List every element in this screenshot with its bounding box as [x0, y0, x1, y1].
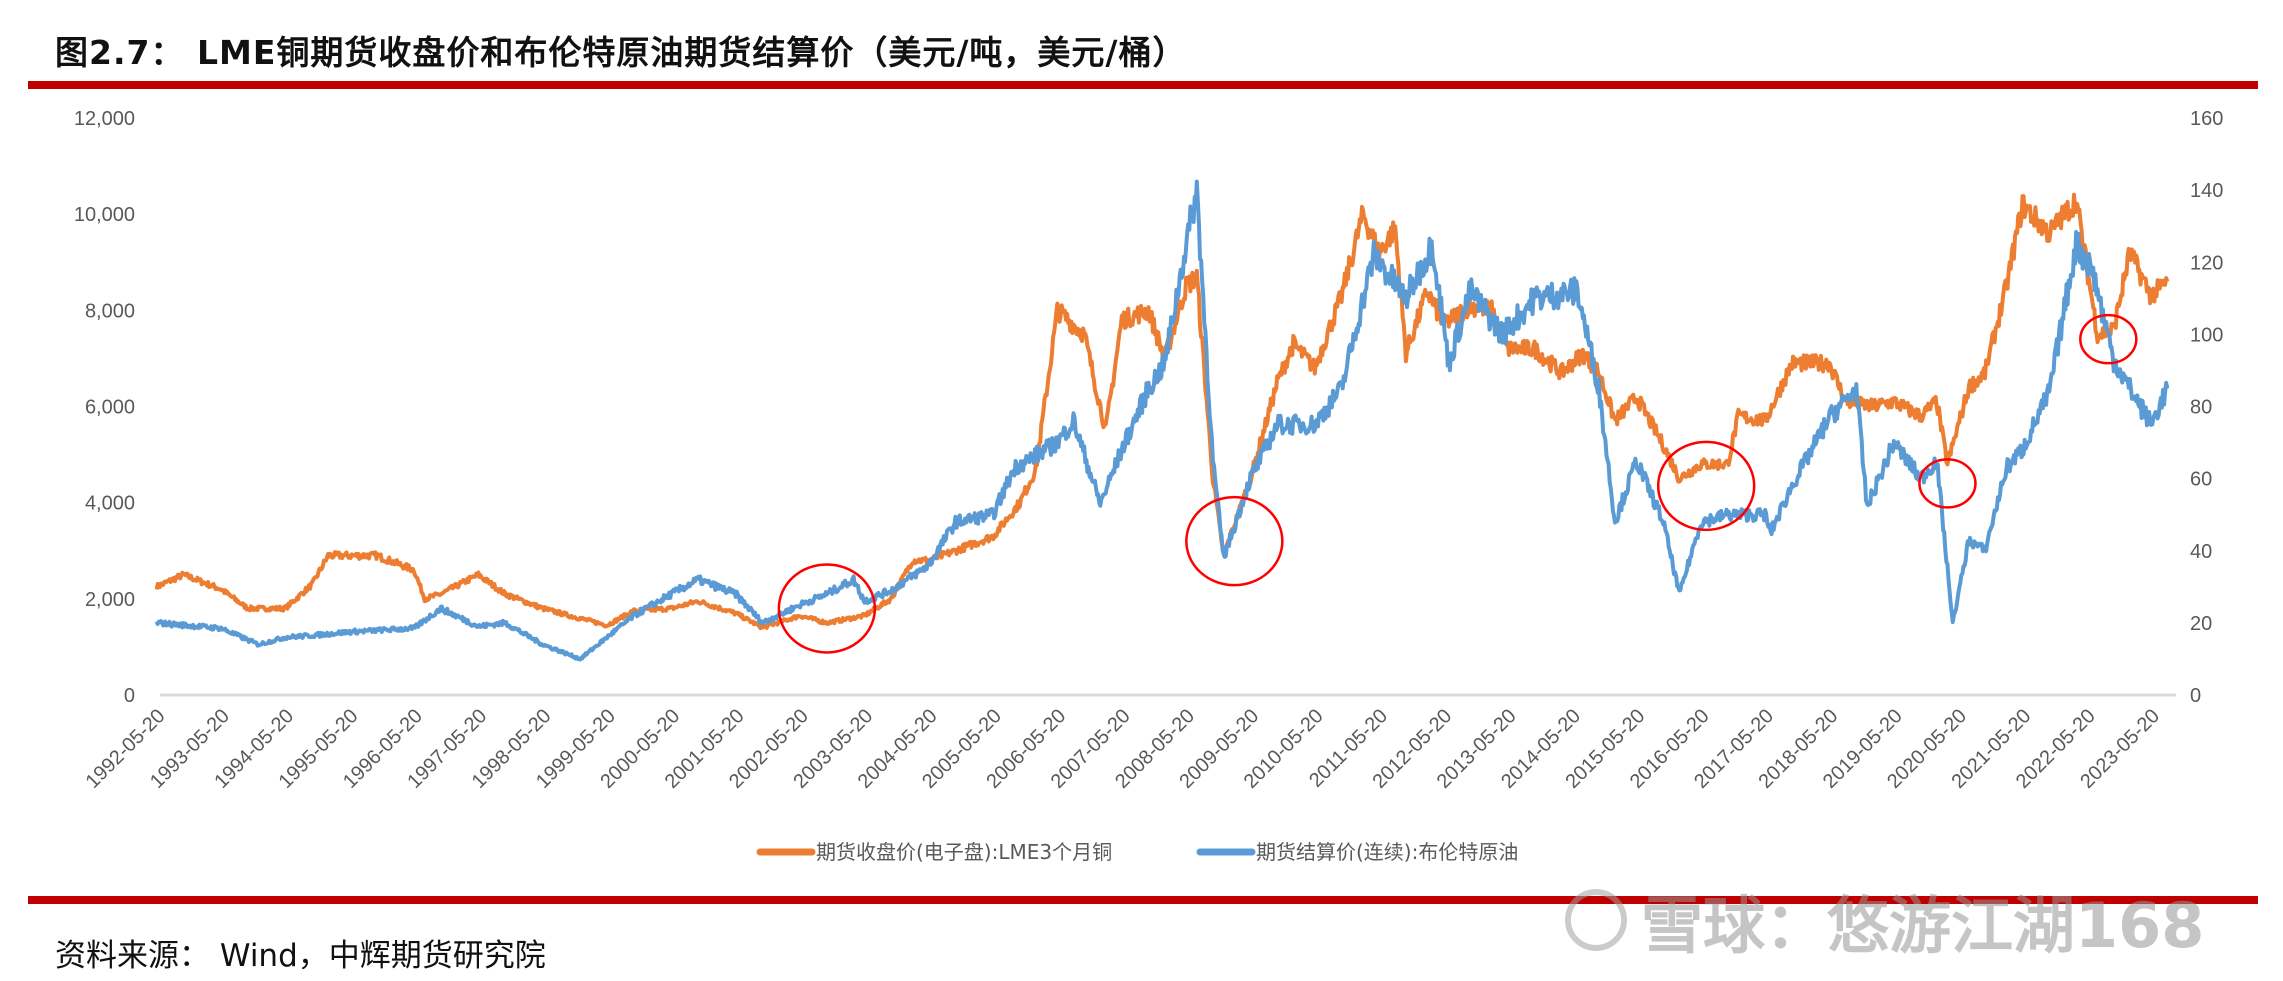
bottom-divider — [28, 896, 2258, 904]
y-right-tick-label: 60 — [2190, 469, 2212, 491]
line-chart: 0 2,000 4,000 6,000 8,000 10,000 12,000 0 20 40 60… — [74, 108, 2224, 864]
series-line-brent — [154, 179, 2170, 662]
y-left-tick-label: 0 — [124, 685, 135, 707]
annotation-circle — [2079, 313, 2138, 365]
y-right-tick-label: 140 — [2190, 180, 2223, 202]
y-left-tick-label: 8,000 — [85, 300, 135, 322]
y-left-tick-label: 4,000 — [85, 493, 135, 515]
y-left-tick-label: 6,000 — [85, 397, 135, 419]
snowball-logo-icon — [1565, 889, 1627, 951]
y-right-tick-label: 120 — [2190, 252, 2223, 274]
y-right-tick-label: 160 — [2190, 108, 2223, 130]
annotation-circle — [1185, 495, 1284, 587]
annotation-circle — [1656, 440, 1756, 532]
y-left-tick-label: 10,000 — [74, 204, 135, 226]
y-right-tick-label: 80 — [2190, 397, 2212, 419]
y-right-tick-label: 40 — [2190, 541, 2212, 563]
annotation-circle — [777, 563, 877, 654]
watermark: 雪球：悠游江湖168 — [1565, 875, 2204, 965]
figure-title: 图2.7： LME铜期货收盘价和布伦特原油期货结算价（美元/吨，美元/桶） — [55, 33, 1187, 72]
y-right-tick-label: 20 — [2190, 613, 2212, 635]
y-right-tick-label: 100 — [2190, 324, 2223, 346]
y-left-tick-label: 12,000 — [74, 108, 135, 130]
y-right-tick-label: 0 — [2190, 685, 2201, 707]
annotation-circle — [1918, 458, 1977, 509]
legend-label: 期货结算价(连续):布伦特原油 — [1256, 840, 1518, 864]
series-line-copper — [154, 192, 2170, 631]
source-note: 资料来源： Wind，中辉期货研究院 — [55, 938, 546, 974]
y-left-tick-label: 2,000 — [85, 589, 135, 611]
legend-label: 期货收盘价(电子盘):LME3个月铜 — [816, 840, 1112, 864]
top-divider — [28, 81, 2258, 89]
watermark-text: 雪球：悠游江湖168 — [1641, 889, 2205, 962]
